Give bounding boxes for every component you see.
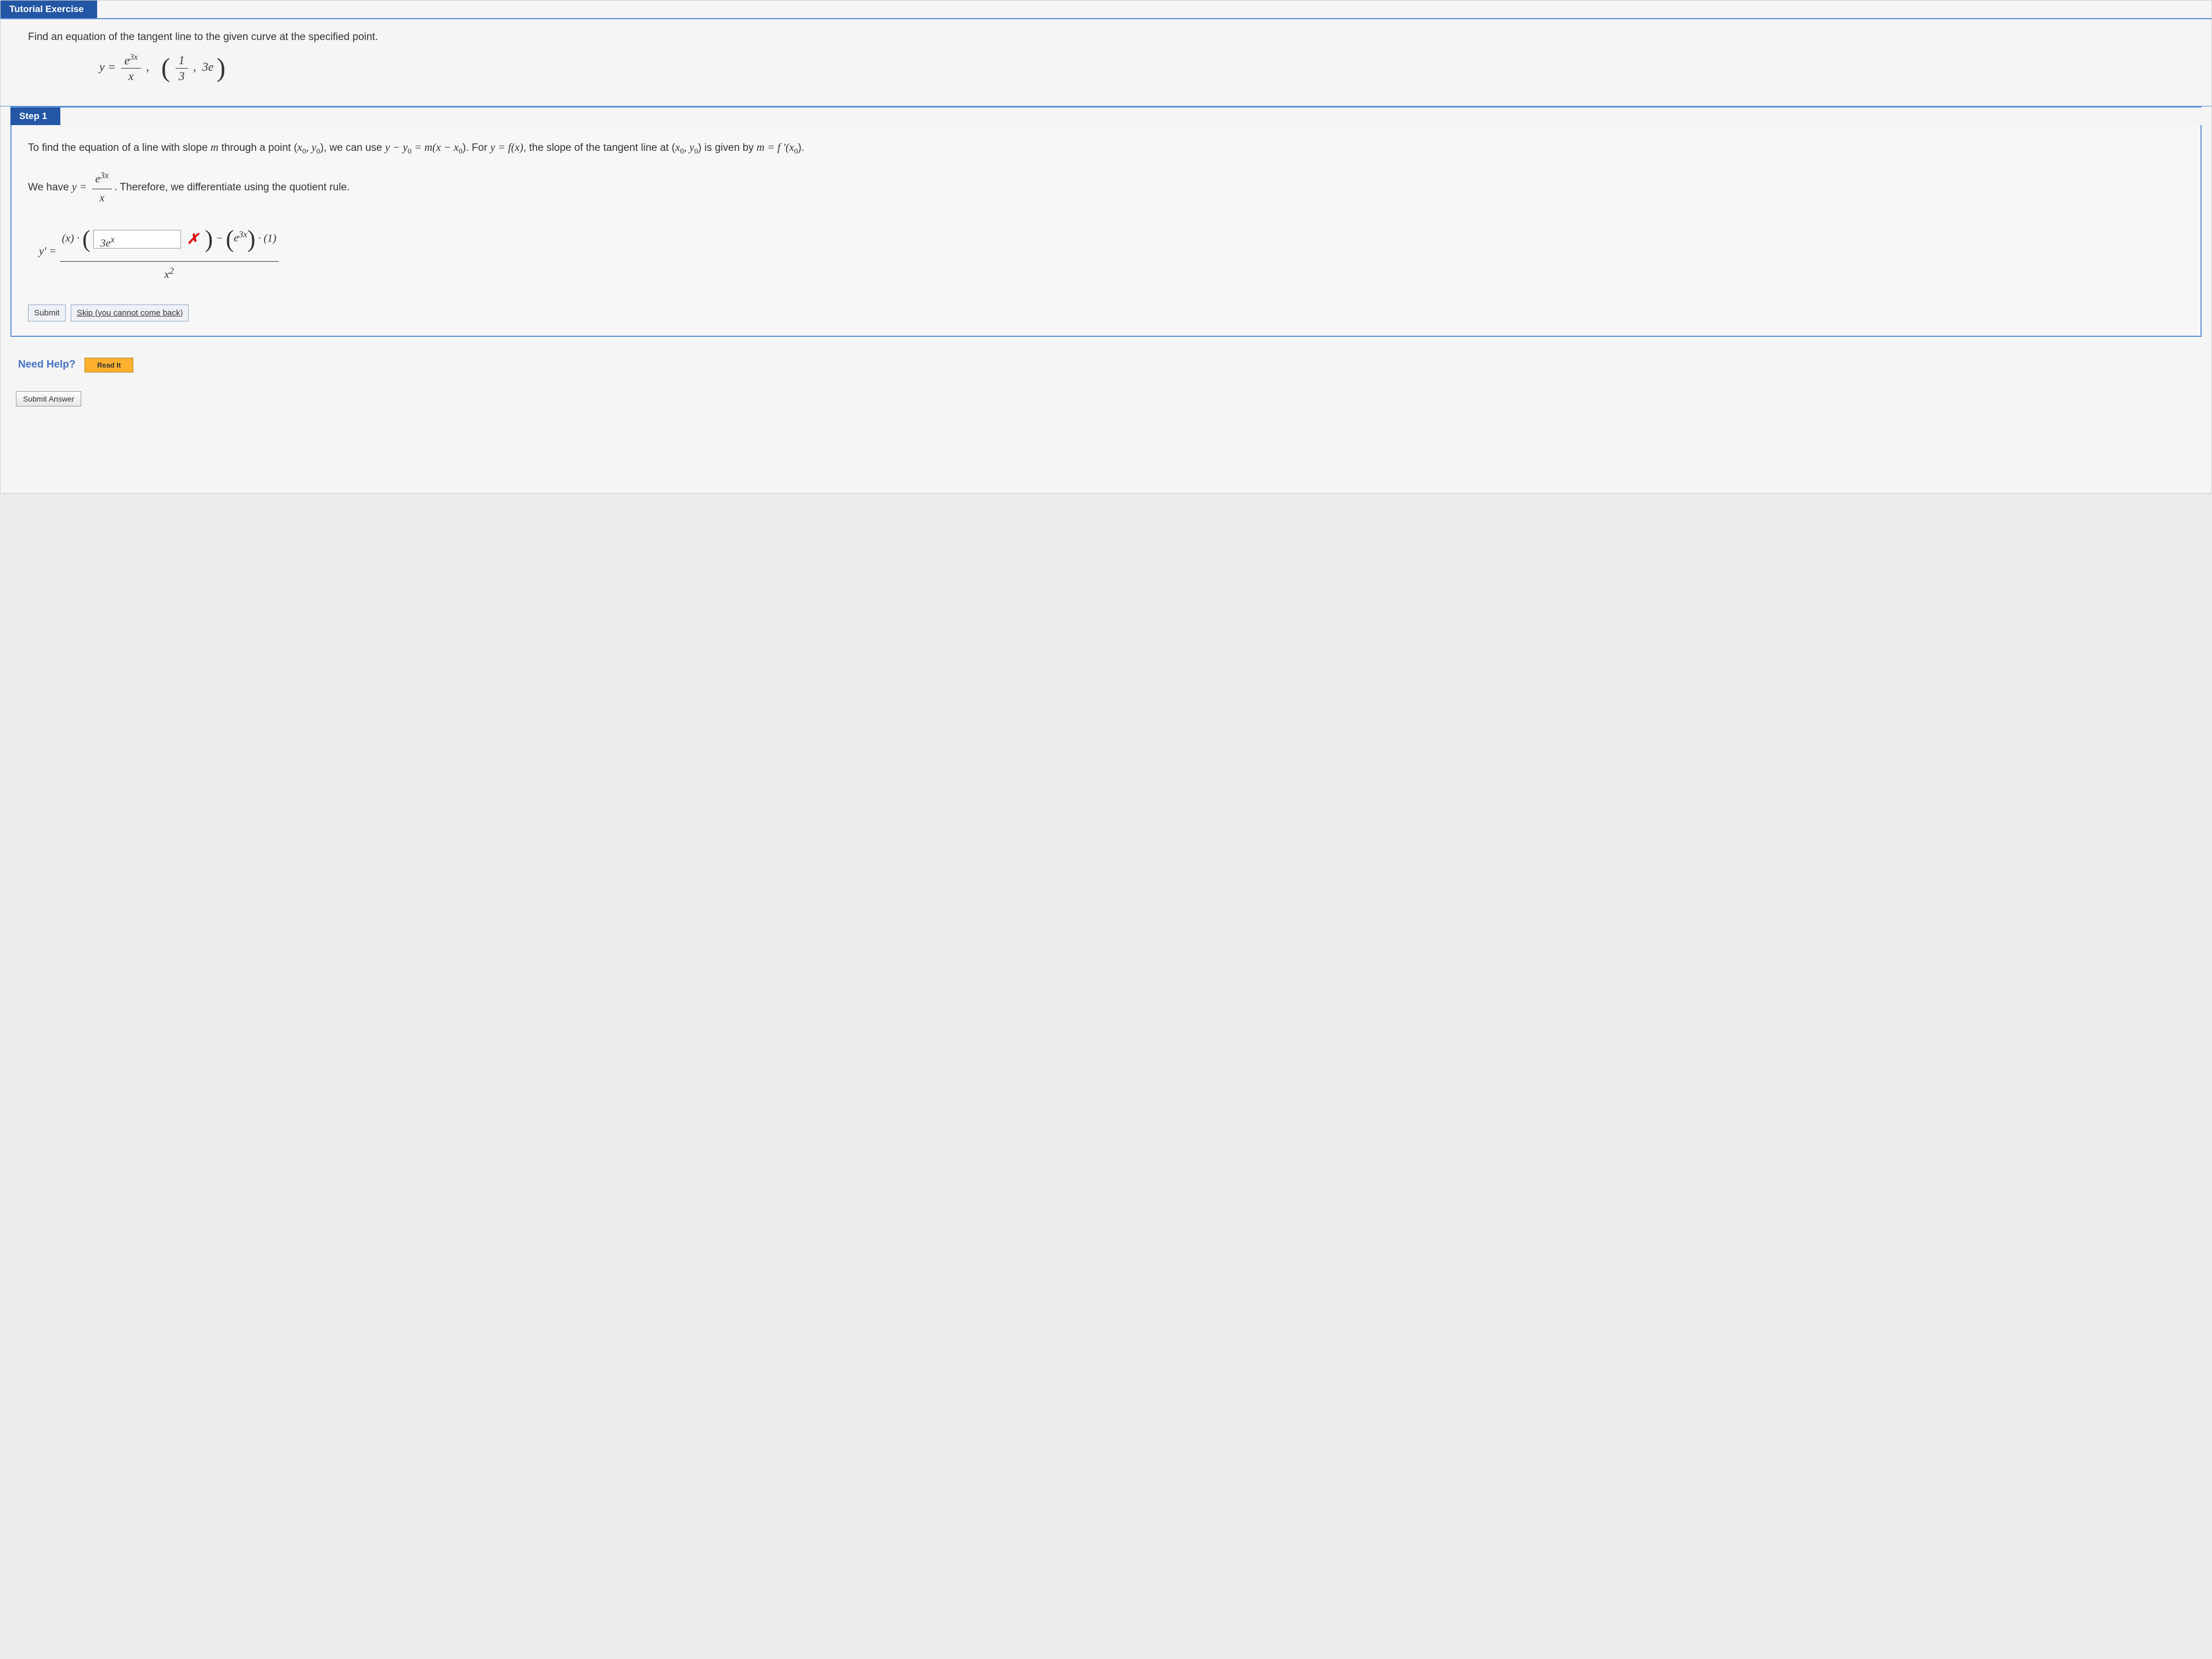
deriv-lhs: y′ = (39, 243, 57, 260)
deriv-minus: − (216, 232, 226, 244)
need-help-label: Need Help? (18, 359, 76, 370)
step-header: Step 1 (10, 108, 60, 125)
point-sep: , (193, 60, 196, 74)
step-paragraph-1: To find the equation of a line with slop… (28, 139, 2184, 158)
problem-statement: Find an equation of the tangent line to … (28, 31, 2194, 43)
point-frac-den: 3 (176, 69, 188, 84)
step-paragraph-2: We have y = e3x x . Therefore, we differ… (28, 168, 2184, 207)
incorrect-x-icon: ✗ (187, 231, 199, 247)
derivative-input[interactable]: 3ex (93, 230, 181, 249)
deriv-top-pre: (x) · (62, 232, 80, 244)
deriv-top-post: · (1) (258, 232, 276, 244)
deriv-bot-sup: 2 (170, 266, 174, 276)
equation-num-base: e (125, 53, 130, 67)
deriv-bot-base: x (165, 269, 170, 281)
equation-num-sup: 3x (129, 53, 138, 62)
point-frac-num: 1 (176, 53, 188, 69)
problem-equation: y = e3x x , ( 1 3 , 3e ) (99, 52, 2194, 84)
submit-step-button[interactable]: Submit (28, 304, 66, 321)
equation-sep: , (146, 60, 149, 74)
equation-lhs: y = (99, 60, 116, 74)
equation-den: x (121, 69, 141, 84)
read-it-button[interactable]: Read It (84, 358, 133, 373)
tutorial-exercise-tab: Tutorial Exercise (1, 1, 97, 18)
skip-button[interactable]: Skip (you cannot come back) (71, 304, 189, 321)
submit-answer-button[interactable]: Submit Answer (16, 391, 81, 407)
point-y: 3e (202, 60, 214, 74)
derivative-equation: y′ = (x) · ( 3ex ✗ ) − (e3x) · (1) x2 (39, 217, 2184, 286)
